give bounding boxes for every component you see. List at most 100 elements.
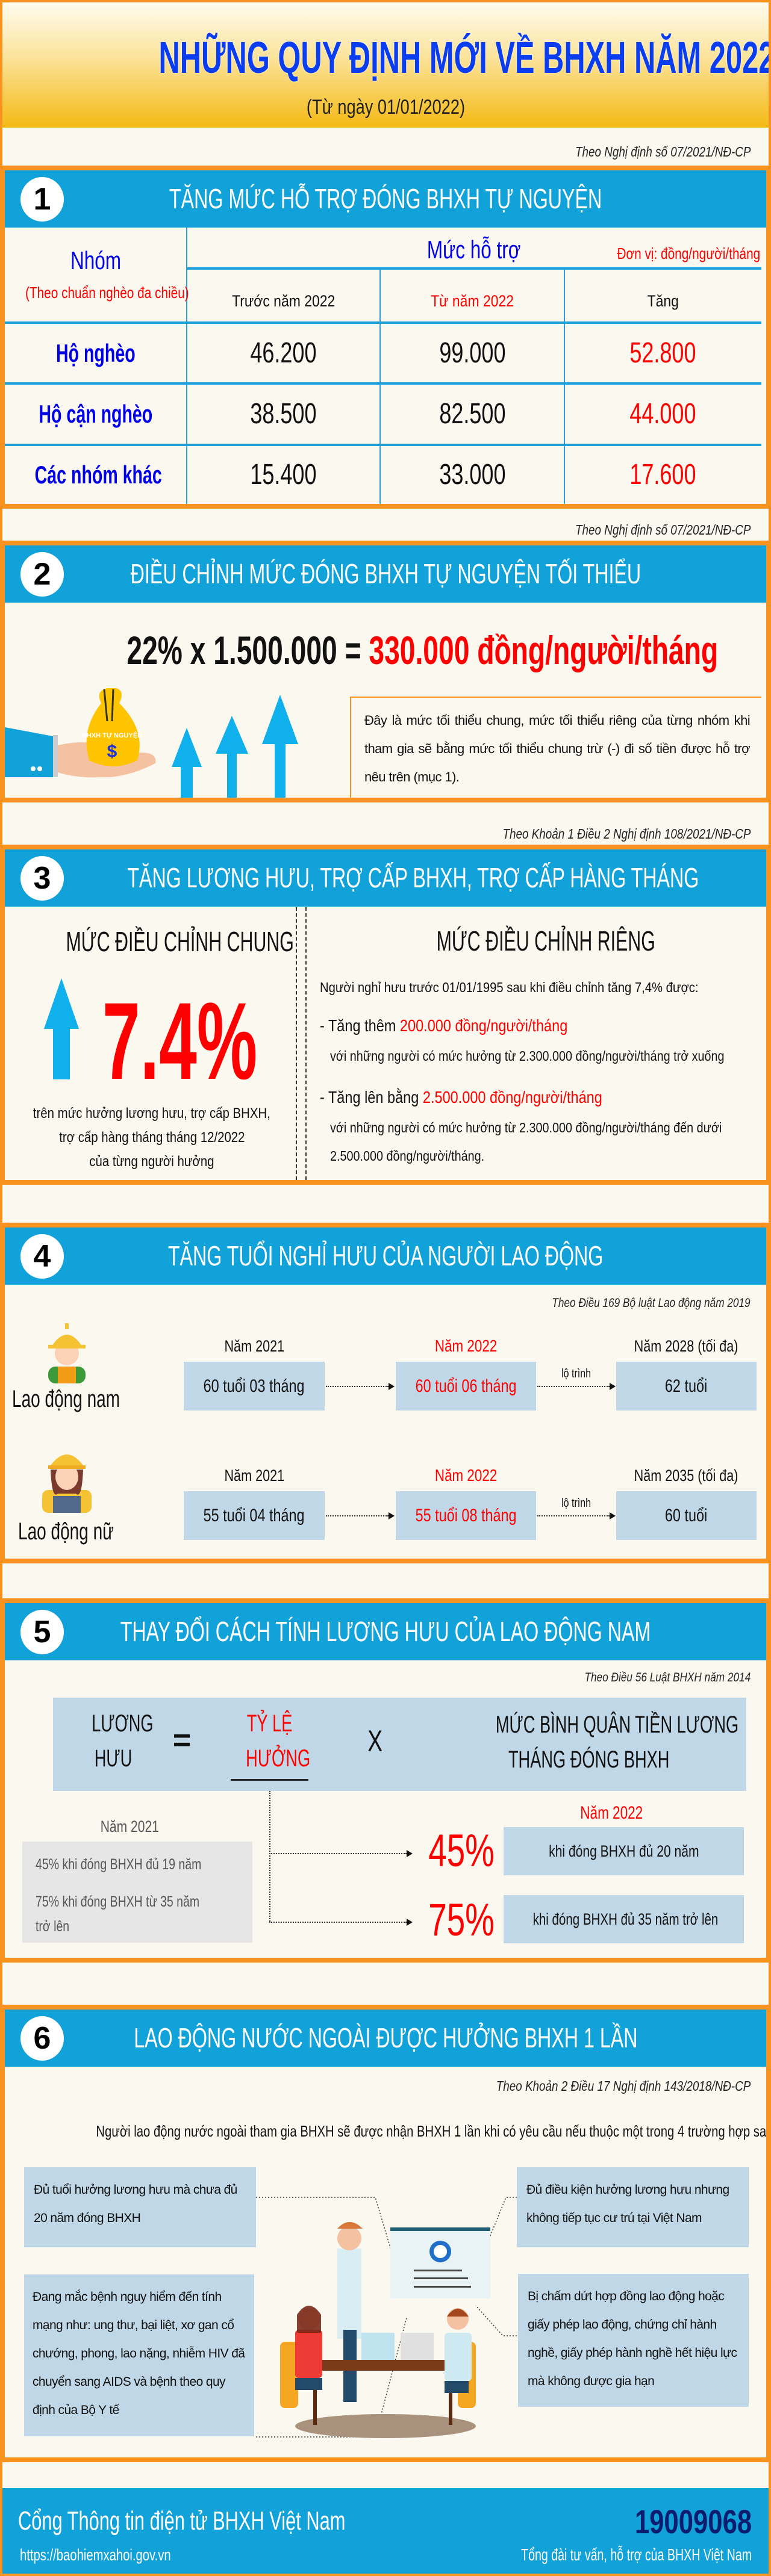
up-arrow-icon — [44, 978, 79, 1079]
group-note: (Theo chuẩn nghèo đa chiều) — [25, 284, 189, 302]
formula-rate: TỶ LỆ — [247, 1710, 293, 1737]
portal-name: Cổng Thông tin điện tử BHXH Việt Nam — [18, 2506, 346, 2536]
section-header: 6 LAO ĐỘNG NƯỚC NGOÀI ĐƯỢC HƯỞNG BHXH 1 … — [5, 2010, 766, 2067]
support-header: Mức hỗ trợ — [427, 235, 521, 264]
table-divider — [5, 382, 761, 385]
specific-heading: MỨC ĐIỀU CHỈNH RIÊNG — [436, 925, 655, 957]
section-header: 1 TĂNG MỨC HỖ TRỢ ĐÓNG BHXH TỰ NGUYỆN — [5, 170, 766, 228]
note-text: Đây là mức tối thiểu chung, mức tối thiể… — [364, 713, 751, 784]
year-label: Năm 2021 — [224, 1466, 284, 1485]
general-caption: trợ cấp hàng tháng tháng 12/2022 — [58, 1129, 245, 1146]
table-divider — [5, 444, 761, 446]
pension-formula: LƯƠNG HƯU = TỶ LỆ HƯỞNG X MỨC BÌNH QUÂN … — [53, 1698, 746, 1791]
age-box: 55 tuổi 04 tháng — [184, 1491, 325, 1540]
female-worker-icon — [42, 1454, 92, 1513]
note-box: Đây là mức tối thiểu chung, mức tối thiể… — [350, 697, 761, 798]
section-number: 3 — [20, 856, 64, 901]
year-label: Năm 2035 (tối đa) — [634, 1466, 738, 1485]
section-4: 4 TĂNG TUỔI NGHỈ HƯU CỦA NGƯỜI LAO ĐỘNG … — [0, 1223, 771, 1563]
case-box: Đang mắc bệnh nguy hiểm đến tính mạng nh… — [24, 2274, 254, 2436]
table-divider — [564, 269, 565, 504]
age-box: 55 tuổi 08 tháng — [396, 1491, 536, 1540]
arrow-head-icon — [610, 1512, 616, 1519]
row-before: 46.200 — [250, 337, 317, 369]
section-title: TĂNG TUỔI NGHỈ HƯU CỦA NGƯỜI LAO ĐỘNG — [167, 1240, 604, 1271]
arrow-connector — [537, 1386, 610, 1387]
section-title: TĂNG MỨC HỖ TRỢ ĐÓNG BHXH TỰ NGUYỆN — [169, 183, 602, 214]
general-caption: trên mức hưởng lương hưu, trợ cấp BHXH, — [33, 1105, 271, 1122]
section-header: 2 ĐIỀU CHỈNH MỨC ĐÓNG BHXH TỰ NGUYỆN TỐI… — [5, 545, 766, 603]
column-header: Trước năm 2022 — [231, 292, 336, 310]
formula-times: X — [367, 1724, 383, 1758]
section-3: 3 TĂNG LƯƠNG HƯU, TRỢ CẤP BHXH, TRỢ CẤP … — [0, 845, 771, 1185]
arrow-head-icon — [610, 1383, 616, 1390]
section-title: ĐIỀU CHỈNH MỨC ĐÓNG BHXH TỰ NGUYỆN TỐI T… — [130, 558, 641, 589]
male-worker-icon — [48, 1323, 86, 1383]
row-group: Các nhóm khác — [34, 461, 162, 489]
case-text: Bị chấm dứt hợp đồng lao động hoặc giấy … — [528, 2289, 737, 2388]
portal-url[interactable]: https://baohiemxahoi.gov.vn — [20, 2546, 171, 2564]
case-box: Đủ điều kiện hưởng lương hưu nhưng không… — [517, 2167, 749, 2247]
row-before: 15.400 — [250, 459, 317, 491]
arrow-head-icon — [407, 1919, 413, 1926]
section-header: 5 THAY ĐỔI CÁCH TÍNH LƯƠNG HƯU CỦA LAO Đ… — [5, 1603, 766, 1660]
divider — [305, 907, 307, 1180]
column-header: Tăng — [647, 292, 679, 310]
age-box: 60 tuổi 06 tháng — [396, 1362, 536, 1411]
age-box: 60 tuổi 03 tháng — [184, 1362, 325, 1411]
source-note: Theo Khoản 2 Điều 17 Nghị định 143/2018/… — [496, 2078, 751, 2094]
specific-bullet-detail: với những người có mức hưởng từ 2.300.00… — [330, 1120, 722, 1135]
age-box: 62 tuổi — [616, 1362, 757, 1411]
case-text: Đang mắc bệnh nguy hiểm đến tính mạng nh… — [33, 2290, 245, 2417]
row-after: 99.000 — [439, 337, 506, 369]
divider — [296, 907, 297, 1180]
specific-bullet-detail: 2.500.000 đồng/người/tháng. — [330, 1148, 485, 1164]
page-header: NHỮNG QUY ĐỊNH MỚI VỀ BHXH NĂM 2022 (Từ … — [0, 0, 771, 128]
office-meeting-illustration — [256, 2197, 517, 2438]
footer: Cổng Thông tin điện tử BHXH Việt Nam htt… — [0, 2488, 771, 2576]
formula-average-salary: THÁNG ĐÓNG BHXH — [508, 1746, 670, 1773]
hotline-number[interactable]: 19009068 — [634, 2503, 752, 2540]
column-header: Từ năm 2022 — [431, 292, 514, 310]
table-divider — [379, 269, 381, 504]
old-label: Năm 2021 — [100, 1817, 159, 1836]
row-label: Lao động nam — [12, 1386, 120, 1412]
path-label: lộ trình — [561, 1497, 592, 1510]
page-subtitle: (Từ ngày 01/01/2022) — [306, 96, 465, 119]
section-number: 1 — [20, 177, 64, 222]
formula-pension: LƯƠNG — [92, 1710, 154, 1737]
section-header: 4 TĂNG TUỔI NGHỈ HƯU CỦA NGƯỜI LAO ĐỘNG — [5, 1227, 766, 1285]
section-title: LAO ĐỘNG NƯỚC NGOÀI ĐƯỢC HƯỞNG BHXH 1 LẦ… — [133, 2022, 638, 2053]
row-label: Lao động nữ — [18, 1518, 114, 1545]
arrow-connector — [269, 1922, 407, 1923]
specific-intro: Người nghỉ hưu trước 01/01/1995 sau khi … — [320, 979, 699, 995]
source-note: Theo Nghị định số 07/2021/NĐ-CP — [575, 522, 751, 538]
age-box: 60 tuổi — [616, 1491, 757, 1540]
old-rate: 45% khi đóng BHXH đủ 19 năm — [36, 1856, 202, 1873]
connector — [269, 1791, 270, 1922]
row-after: 82.500 — [439, 398, 506, 430]
unit-label: Đơn vị: đồng/người/tháng — [617, 244, 760, 262]
section-2: 2 ĐIỀU CHỈNH MỨC ĐÓNG BHXH TỰ NGUYỆN TỐI… — [0, 541, 771, 802]
section-header: 3 TĂNG LƯƠNG HƯU, TRỢ CẤP BHXH, TRỢ CẤP … — [5, 849, 766, 907]
table-divider — [186, 228, 187, 504]
page-title: NHỮNG QUY ĐỊNH MỚI VỀ BHXH NĂM 2022 — [158, 33, 771, 82]
row-before: 38.500 — [250, 398, 317, 430]
section-number: 4 — [20, 1234, 64, 1279]
year-label: Năm 2021 — [224, 1337, 284, 1355]
year-label: Năm 2028 (tối đa) — [634, 1337, 738, 1355]
arrow-head-icon — [389, 1383, 395, 1390]
source-note: Theo Nghị định số 07/2021/NĐ-CP — [575, 144, 751, 160]
case-text: Đủ điều kiện hưởng lương hưu nhưng không… — [526, 2183, 729, 2225]
formula-equals: = — [172, 1723, 192, 1758]
formula-pension: HƯU — [94, 1745, 133, 1772]
source-note: Theo Điều 169 Bộ luật Lao động năm 2019 — [552, 1296, 751, 1310]
row-increase: 17.600 — [629, 459, 696, 491]
contribution-formula: 22% x 1.500.000 = 330.000 đồng/người/thá… — [126, 628, 719, 672]
arrow-connector — [326, 1515, 389, 1516]
arrow-head-icon — [407, 1850, 413, 1857]
arrow-connector — [537, 1515, 610, 1516]
svg-text:BHXH TỰ NGUYỆN: BHXH TỰ NGUYỆN — [82, 731, 142, 739]
arrow-connector — [269, 1853, 407, 1854]
new-label: Năm 2022 — [580, 1803, 643, 1823]
